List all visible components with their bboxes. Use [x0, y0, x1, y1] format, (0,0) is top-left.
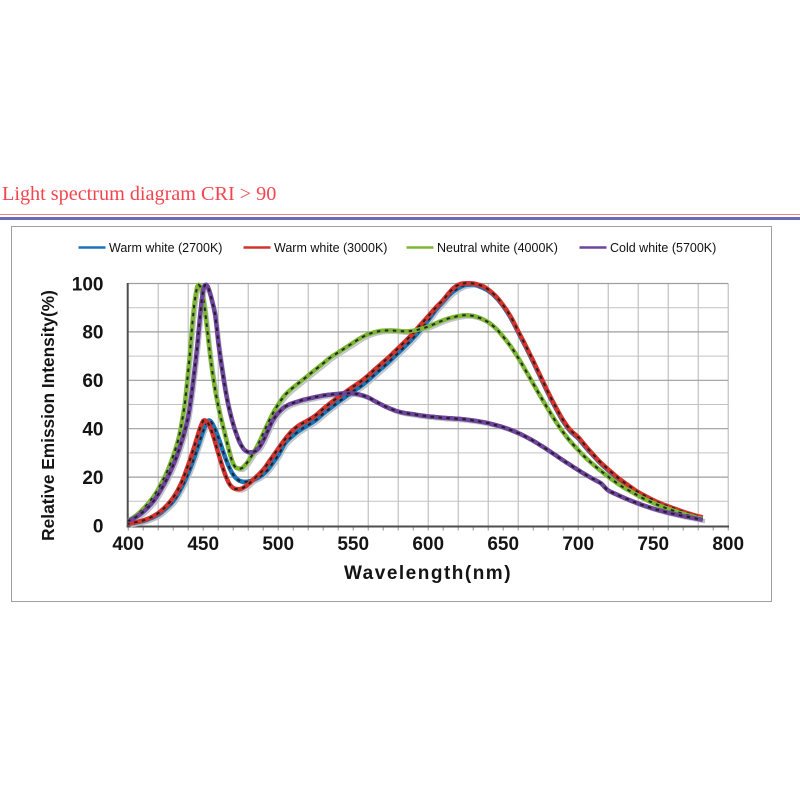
- svg-text:80: 80: [82, 323, 103, 344]
- svg-text:550: 550: [337, 534, 369, 555]
- svg-text:Wavelength(nm): Wavelength(nm): [344, 563, 512, 584]
- svg-text:0: 0: [93, 516, 104, 537]
- svg-text:600: 600: [412, 534, 444, 555]
- svg-text:40: 40: [82, 420, 103, 441]
- svg-text:Cold white (5700K): Cold white (5700K): [610, 241, 716, 255]
- svg-text:60: 60: [82, 371, 103, 392]
- svg-text:Warm white (2700K): Warm white (2700K): [109, 241, 222, 255]
- svg-text:650: 650: [487, 534, 519, 555]
- svg-text:500: 500: [262, 534, 294, 555]
- svg-text:Warm white (3000K): Warm white (3000K): [274, 241, 387, 255]
- svg-text:Relative Emission Intensity(%): Relative Emission Intensity(%): [38, 290, 58, 541]
- svg-text:750: 750: [637, 534, 669, 555]
- svg-text:800: 800: [712, 534, 744, 555]
- svg-text:450: 450: [187, 534, 219, 555]
- svg-text:400: 400: [112, 534, 144, 555]
- svg-text:20: 20: [82, 468, 103, 489]
- svg-text:700: 700: [562, 534, 594, 555]
- svg-text:100: 100: [72, 274, 104, 295]
- svg-text:Neutral white (4000K): Neutral white (4000K): [437, 241, 558, 255]
